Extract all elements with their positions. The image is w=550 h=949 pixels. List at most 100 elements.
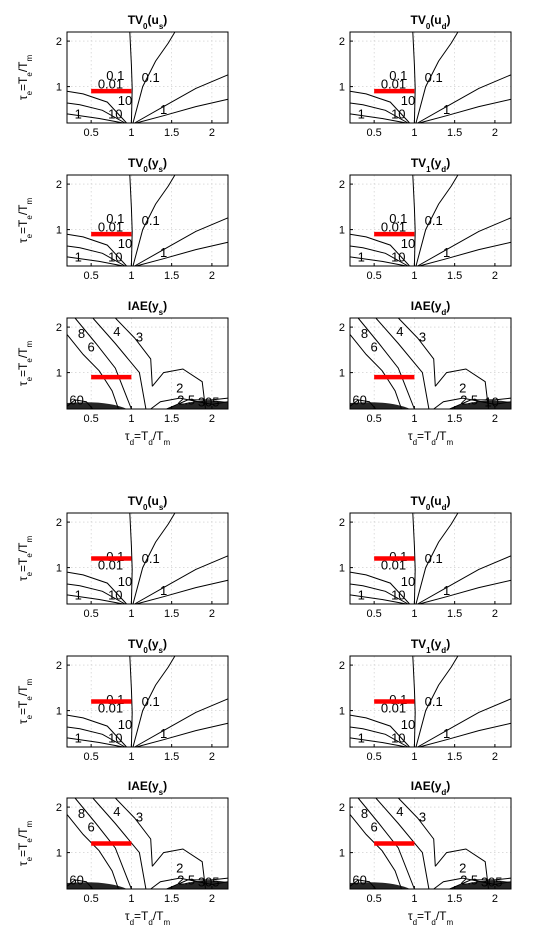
y-label-eq-sub: e <box>25 358 34 363</box>
y-axis-label: τe=Te/Tm <box>16 821 34 867</box>
x-tick-label: 0.5 <box>84 751 99 763</box>
contour-label: 8 <box>78 806 85 821</box>
y-label-slash-sub: m <box>25 55 34 62</box>
contour-line <box>412 31 416 124</box>
y-label-eq: =T <box>16 362 30 377</box>
title-main: TV <box>411 156 426 170</box>
x-tick-label: 0.5 <box>84 893 99 905</box>
contour-label: 2 <box>176 861 183 876</box>
y-tick-label: 2 <box>56 517 62 529</box>
contour-label: 60 <box>69 392 83 407</box>
contour-line <box>151 848 206 890</box>
x-tick-label: 1.5 <box>447 608 462 620</box>
contour-label: 10 <box>108 587 122 602</box>
plot-frame <box>349 797 512 890</box>
contour-label: 10 <box>108 249 122 264</box>
x-tick-label: 2 <box>492 413 498 425</box>
x-tick-label: 1 <box>128 751 134 763</box>
contour-label: 60 <box>352 392 366 407</box>
contour-line <box>136 722 229 748</box>
contour-line <box>419 241 512 267</box>
title-main: TV <box>128 13 143 27</box>
contour-line <box>129 512 133 605</box>
contour-line <box>136 241 229 267</box>
contour-line <box>349 245 409 267</box>
contour-line <box>419 722 512 748</box>
y-tick-label: 2 <box>56 179 62 191</box>
title-sub: 0 <box>143 503 148 512</box>
contour-label: 1 <box>358 249 365 264</box>
contour-label: 1 <box>443 726 450 741</box>
contour-line <box>66 571 127 605</box>
title-sub: 1 <box>426 646 431 655</box>
x-axis-label: τd=Td/Tm <box>408 429 454 447</box>
contour-line <box>417 555 512 605</box>
title-arg-sub: s <box>159 503 164 512</box>
panel-title: TV0(us) <box>128 13 168 31</box>
x-tick-label: 2 <box>492 751 498 763</box>
x-label-slash: /T <box>436 429 447 443</box>
panel-title: IAE(yd) <box>411 299 451 317</box>
y-label-slash-sub: m <box>25 198 34 205</box>
panel-title: TV1(yd) <box>411 637 450 655</box>
contour-line <box>136 579 229 605</box>
x-tick-label: 0.5 <box>367 270 382 282</box>
panel-title: TV0(ud) <box>410 13 450 31</box>
contour-label: 0.01 <box>98 76 123 91</box>
contour-label: 3 <box>419 810 426 825</box>
title-arg-sub: s <box>159 22 164 31</box>
x-tick-label: 0.5 <box>84 127 99 139</box>
contour-label: 1 <box>443 102 450 117</box>
plot-frame <box>349 512 512 605</box>
contour-line <box>417 217 512 267</box>
contour-label: 4 <box>396 324 403 339</box>
y-label-eq: =T <box>16 842 30 857</box>
contour-line <box>349 256 407 267</box>
x-tick-label: 0.5 <box>84 270 99 282</box>
panel-title: TV0(ud) <box>410 494 450 512</box>
y-label-tau: τ <box>16 861 30 866</box>
y-label-sub: e <box>25 571 34 576</box>
dense-contour-region <box>350 882 410 889</box>
x-label-eq-sub: d <box>148 438 152 447</box>
panel-title: TV1(yd) <box>411 156 450 174</box>
contour-label: 0.01 <box>98 700 123 715</box>
title-arg: y <box>435 299 442 313</box>
contour-line <box>66 814 119 890</box>
title-sub: 0 <box>143 165 148 174</box>
contour-label: 60 <box>69 872 83 887</box>
contour-label: 0.01 <box>381 557 406 572</box>
x-tick-label: 1 <box>411 751 417 763</box>
contour-line <box>349 334 402 410</box>
contour-label: 2.5 <box>460 392 478 407</box>
y-label-eq-sub: e <box>25 696 34 701</box>
contour-line <box>132 31 176 124</box>
contour-line <box>66 90 127 124</box>
contour-label: 6 <box>88 820 95 835</box>
contour-label: 10 <box>108 106 122 121</box>
dense-contour-region <box>67 402 127 409</box>
y-label-slash-sub: m <box>25 821 34 828</box>
plot-frame <box>66 655 229 748</box>
title-sub: 0 <box>426 503 431 512</box>
contour-label: 0.1 <box>425 551 443 566</box>
contour-label: 0.01 <box>381 700 406 715</box>
contour-label: 1 <box>160 102 167 117</box>
y-axis-label: τe=Te/Tm <box>16 55 34 101</box>
contour-line <box>397 317 436 387</box>
contour-line <box>375 317 430 410</box>
contour-label: 0.1 <box>142 213 160 228</box>
plot-frame <box>66 797 229 890</box>
contour-line <box>151 368 206 410</box>
contour-line <box>349 571 410 605</box>
contour-label: 10 <box>118 574 132 589</box>
contour-line <box>66 594 124 605</box>
contour-line <box>136 98 229 124</box>
x-tick-label: 0.5 <box>367 608 382 620</box>
x-tick-label: 0.5 <box>84 608 99 620</box>
contour-label: 1 <box>75 587 82 602</box>
title-arg: u <box>434 13 441 27</box>
contour-label: 2 <box>459 381 466 396</box>
